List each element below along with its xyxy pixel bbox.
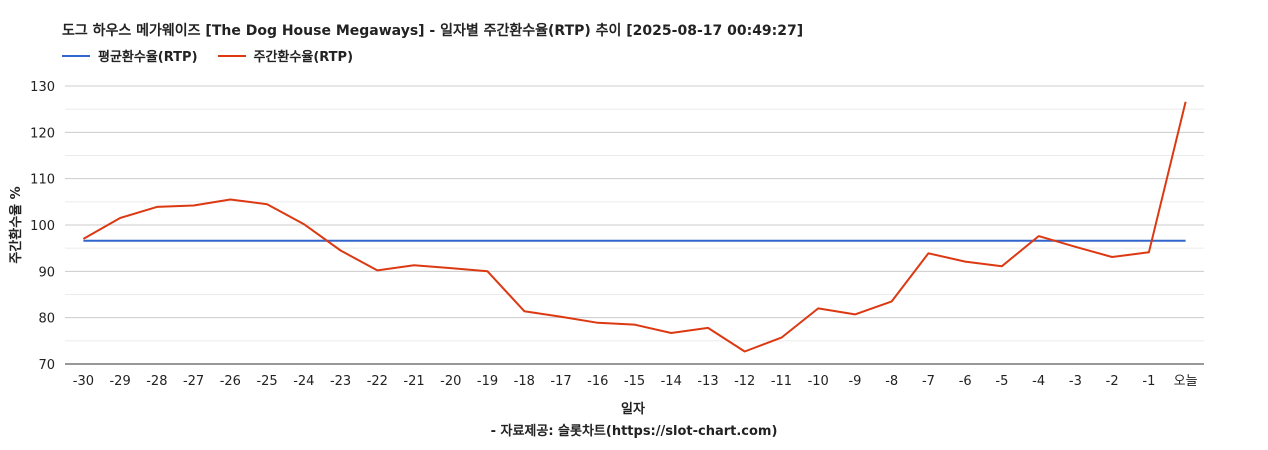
x-tick-label: -13 <box>697 374 718 389</box>
y-tick-label: 80 <box>38 312 55 327</box>
series-line-weekly-rtp[interactable] <box>82 101 1187 353</box>
x-tick-label: -18 <box>514 374 535 389</box>
x-tick-label: -28 <box>146 374 167 389</box>
x-tick-label: -30 <box>73 374 94 389</box>
y-tick-label: 130 <box>30 80 55 95</box>
y-axis-ticks: 70 80 90 100 110 120 130 <box>30 80 55 373</box>
y-axis-title: 주간환수율 % <box>8 186 24 263</box>
x-tick-label: -8 <box>885 374 898 389</box>
x-tick-label: -27 <box>183 374 204 389</box>
x-tick-label: -14 <box>661 374 682 389</box>
legend-item-weekly[interactable]: 주간환수율(RTP) <box>217 46 354 65</box>
x-tick-label: -5 <box>995 374 1008 389</box>
x-tick-label: -6 <box>959 374 972 389</box>
x-tick-label: -23 <box>330 374 351 389</box>
x-axis-ticks: -30 -29 -28 -27 -26 -25 -24 -23 -22 -21 -20 -19 -18-… <box>73 374 1198 389</box>
y-tick-label: 100 <box>30 219 55 234</box>
x-tick-label: -9 <box>848 374 861 389</box>
chart-title: 도그 하우스 메가웨이즈 [The Dog House Megaways] - … <box>62 23 804 39</box>
x-axis-title: 일자 <box>621 402 645 417</box>
x-tick-label: -16 <box>587 374 608 389</box>
legend-label-average: 평균환수율(RTP) <box>98 50 198 65</box>
grid-lines <box>65 85 1204 365</box>
series-lines <box>82 101 1187 353</box>
y-tick-label: 120 <box>30 126 55 141</box>
chart-legend: 평균환수율(RTP) 주간환수율(RTP) <box>62 46 353 65</box>
y-tick-label: 90 <box>38 265 55 280</box>
y-tick-label: 110 <box>30 173 55 188</box>
x-tick-label: -2 <box>1106 374 1119 389</box>
y-tick-label: 70 <box>38 358 55 373</box>
legend-swatch-weekly <box>217 54 246 57</box>
x-tick-label: -29 <box>109 374 130 389</box>
x-tick-label: -20 <box>440 374 461 389</box>
x-tick-label: -3 <box>1069 374 1082 389</box>
x-tick-label: -26 <box>220 374 241 389</box>
x-tick-label: -19 <box>477 374 498 389</box>
x-tick-label: -17 <box>550 374 571 389</box>
x-tick-label: -10 <box>808 374 829 389</box>
source-caption: - 자료제공: 슬롯차트(https://slot-chart.com) <box>490 424 778 439</box>
legend-item-average[interactable]: 평균환수율(RTP) <box>62 46 198 65</box>
x-tick-label: -24 <box>293 374 314 389</box>
x-tick-label: -12 <box>734 374 755 389</box>
x-tick-label: -25 <box>256 374 277 389</box>
x-tick-label: -7 <box>922 374 935 389</box>
legend-label-weekly: 주간환수율(RTP) <box>253 50 354 65</box>
x-tick-label: -21 <box>403 374 424 389</box>
x-tick-label: -22 <box>367 374 388 389</box>
x-tick-label: 오늘 <box>1174 374 1198 389</box>
legend-swatch-average <box>62 54 90 57</box>
x-tick-label: -4 <box>1032 374 1045 389</box>
x-tick-label: -15 <box>624 374 645 389</box>
x-tick-label: -11 <box>771 374 792 389</box>
x-tick-label: -1 <box>1142 374 1155 389</box>
